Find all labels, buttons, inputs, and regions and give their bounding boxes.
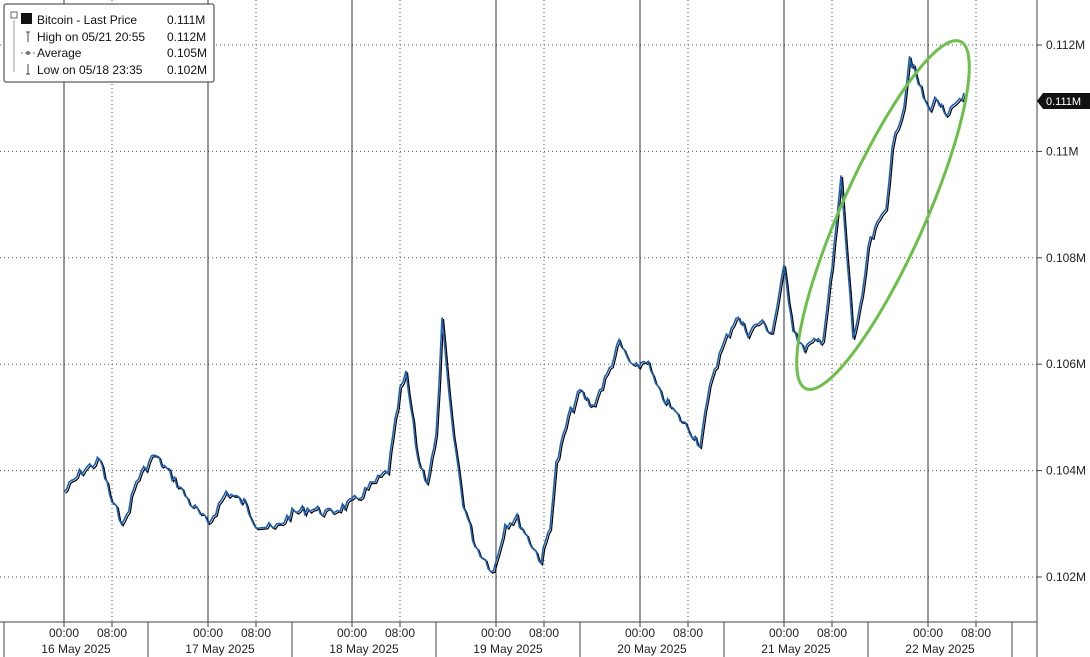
x-day-label: 16 May 2025 [41,642,111,656]
x-day-label: 17 May 2025 [185,642,255,656]
legend-label-3: Low on 05/18 23:35 [37,63,143,77]
last-price-tag: 0.111M [1037,93,1090,109]
x-tick-label: 00:00 [769,626,799,640]
x-day-label: 21 May 2025 [761,642,831,656]
legend-value-0: 0.111M [167,13,205,27]
legend-label-1: High on 05/21 20:55 [37,30,145,44]
last-price-tag-text: 0.111M [1046,96,1081,108]
y-tick-label: 0.104M [1046,464,1086,478]
x-day-label: 18 May 2025 [329,642,399,656]
x-day-label: 22 May 2025 [905,642,975,656]
x-axis-ticks: 00:00 08:00 00:00 08:00 00:00 08:00 00:00 08:00… [3,622,1013,657]
low-marker-icon [26,64,30,75]
legend-value-1: 0.112M [167,30,206,44]
x-tick-label: 00:00 [193,626,223,640]
x-tick-label: 00:00 [481,626,511,640]
legend: Bitcoin - Last Price 0.111M High on 05/2… [3,3,215,83]
x-tick-label: 00:00 [913,626,943,640]
x-tick-label: 00:00 [337,626,367,640]
x-tick-label: 00:00 [49,626,79,640]
y-tick-label: 0.11M [1046,144,1078,158]
y-tick-label: 0.102M [1046,570,1086,584]
series-line-bitcoin [63,56,965,573]
high-marker-icon [26,31,30,42]
x-tick-label: 08:00 [241,626,271,640]
highlight-ellipse [795,39,971,391]
legend-collapse-icon[interactable] [10,11,18,19]
y-axis-ticks: 0.102M 0.104M 0.106M 0.108M 0.11M 0.112M [1037,38,1086,584]
annotation-layer [795,39,971,391]
x-tick-label: 08:00 [817,626,847,640]
x-tick-label: 08:00 [673,626,703,640]
y-tick-label: 0.106M [1046,357,1086,371]
y-tick-label: 0.108M [1046,251,1086,265]
x-tick-label: 08:00 [385,626,415,640]
legend-value-3: 0.102M [167,63,207,77]
x-day-label: 19 May 2025 [473,642,543,656]
legend-label-2: Average [37,46,82,60]
series-layer [63,56,967,574]
legend-value-2: 0.105M [167,46,207,60]
day-separators [63,0,929,622]
filled-square-icon [21,13,32,24]
x-tick-label: 08:00 [97,626,127,640]
x-tick-label: 00:00 [625,626,655,640]
y-tick-label: 0.112M [1046,38,1085,52]
x-tick-label: 08:00 [961,626,991,640]
x-day-label: 20 May 2025 [617,642,687,656]
x-tick-label: 08:00 [529,626,559,640]
average-marker-icon [21,51,35,55]
legend-label-0: Bitcoin - Last Price [37,13,137,27]
